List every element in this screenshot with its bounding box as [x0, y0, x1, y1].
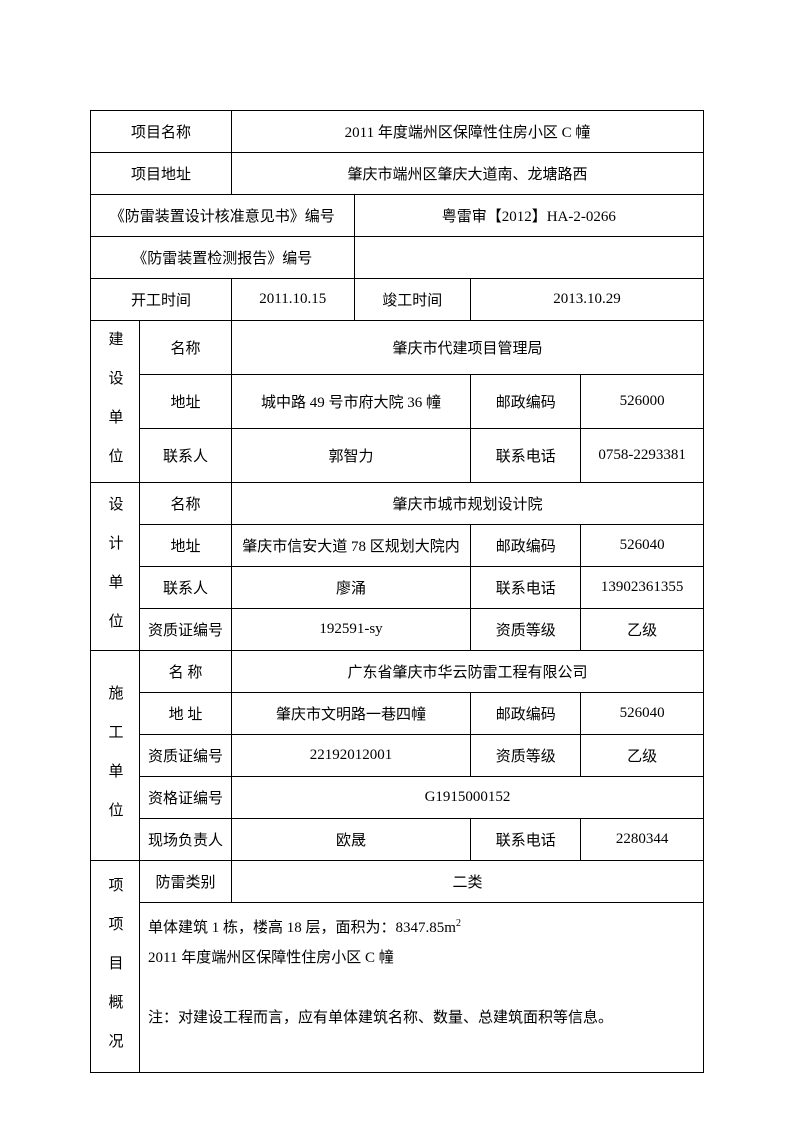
overview-content: 单体建筑 1 栋，楼高 18 层，面积为：8347.85m2 2011 年度端州… — [140, 903, 704, 1073]
table-row: 地 址 肇庆市文明路一巷四幢 邮政编码 526040 — [91, 693, 704, 735]
design-address: 肇庆市信安大道 78 区规划大院内 — [231, 525, 470, 567]
contractor-postal: 526040 — [581, 693, 704, 735]
contact-label: 联系人 — [140, 429, 232, 483]
contractor-license: G1915000152 — [231, 777, 703, 819]
construction-address: 城中路 49 号市府大院 36 幢 — [231, 375, 470, 429]
start-date: 2011.10.15 — [231, 279, 354, 321]
design-approval-label: 《防雷装置设计核准意见书》编号 — [91, 195, 355, 237]
table-row: 单体建筑 1 栋，楼高 18 层，面积为：8347.85m2 2011 年度端州… — [91, 903, 704, 1073]
construction-unit-label: 建 设 单 位 — [91, 321, 140, 483]
table-row: 资质证编号 22192012001 资质等级 乙级 — [91, 735, 704, 777]
table-row: 联系人 廖涌 联系电话 13902361355 — [91, 567, 704, 609]
name-label: 名称 — [140, 483, 232, 525]
construction-contact: 郭智力 — [231, 429, 470, 483]
postal-label: 邮政编码 — [471, 375, 581, 429]
contractor-name: 广东省肇庆市华云防雷工程有限公司 — [231, 651, 703, 693]
site-manager-label: 现场负责人 — [140, 819, 232, 861]
project-address: 肇庆市端州区肇庆大道南、龙塘路西 — [231, 153, 703, 195]
contractor-address: 肇庆市文明路一巷四幢 — [231, 693, 470, 735]
project-name-label: 项目名称 — [91, 111, 232, 153]
name-label: 名称 — [140, 321, 232, 375]
lightning-category-label: 防雷类别 — [140, 861, 232, 903]
design-unit-label: 设 计 单 位 — [91, 483, 140, 651]
overview-line2: 2011 年度端州区保障性住房小区 C 幢 — [148, 950, 394, 966]
design-name: 肇庆市城市规划设计院 — [231, 483, 703, 525]
start-date-label: 开工时间 — [91, 279, 232, 321]
table-row: 设 计 单 位 名称 肇庆市城市规划设计院 — [91, 483, 704, 525]
qual-level-label: 资质等级 — [471, 609, 581, 651]
table-row: 项 项 目 概 况 防雷类别 二类 — [91, 861, 704, 903]
construction-postal: 526000 — [581, 375, 704, 429]
construction-name: 肇庆市代建项目管理局 — [231, 321, 703, 375]
design-contact: 廖涌 — [231, 567, 470, 609]
table-row: 《防雷装置检测报告》编号 — [91, 237, 704, 279]
overview-label: 项 项 目 概 况 — [91, 861, 140, 1073]
qual-level-label: 资质等级 — [471, 735, 581, 777]
table-row: 开工时间 2011.10.15 竣工时间 2013.10.29 — [91, 279, 704, 321]
inspection-report-no — [354, 237, 703, 279]
overview-note: 注：对建设工程而言，应有单体建筑名称、数量、总建筑面积等信息。 — [148, 1010, 613, 1026]
table-row: 建 设 单 位 名称 肇庆市代建项目管理局 — [91, 321, 704, 375]
address-label: 地 址 — [140, 693, 232, 735]
project-address-label: 项目地址 — [91, 153, 232, 195]
project-name: 2011 年度端州区保障性住房小区 C 幢 — [231, 111, 703, 153]
design-qual-level: 乙级 — [581, 609, 704, 651]
design-postal: 526040 — [581, 525, 704, 567]
postal-label: 邮政编码 — [471, 525, 581, 567]
contact-label: 联系人 — [140, 567, 232, 609]
phone-label: 联系电话 — [471, 429, 581, 483]
design-qual-cert: 192591-sy — [231, 609, 470, 651]
contractor-site-manager: 欧晟 — [231, 819, 470, 861]
table-row: 项目名称 2011 年度端州区保障性住房小区 C 幢 — [91, 111, 704, 153]
table-row: 资格证编号 G1915000152 — [91, 777, 704, 819]
lightning-category: 二类 — [231, 861, 703, 903]
inspection-report-label: 《防雷装置检测报告》编号 — [91, 237, 355, 279]
table-row: 施 工 单 位 名 称 广东省肇庆市华云防雷工程有限公司 — [91, 651, 704, 693]
table-row: 《防雷装置设计核准意见书》编号 粤雷审【2012】HA-2-0266 — [91, 195, 704, 237]
table-row: 资质证编号 192591-sy 资质等级 乙级 — [91, 609, 704, 651]
license-label: 资格证编号 — [140, 777, 232, 819]
contractor-qual-cert: 22192012001 — [231, 735, 470, 777]
table-row: 联系人 郭智力 联系电话 0758-2293381 — [91, 429, 704, 483]
address-label: 地址 — [140, 375, 232, 429]
project-info-table: 项目名称 2011 年度端州区保障性住房小区 C 幢 项目地址 肇庆市端州区肇庆… — [90, 110, 704, 1073]
phone-label: 联系电话 — [471, 819, 581, 861]
address-label: 地址 — [140, 525, 232, 567]
end-date: 2013.10.29 — [471, 279, 704, 321]
phone-label: 联系电话 — [471, 567, 581, 609]
design-approval-no: 粤雷审【2012】HA-2-0266 — [354, 195, 703, 237]
name-label: 名 称 — [140, 651, 232, 693]
end-date-label: 竣工时间 — [354, 279, 470, 321]
table-row: 地址 肇庆市信安大道 78 区规划大院内 邮政编码 526040 — [91, 525, 704, 567]
qual-cert-label: 资质证编号 — [140, 609, 232, 651]
contractor-unit-label: 施 工 单 位 — [91, 651, 140, 861]
table-row: 现场负责人 欧晟 联系电话 2280344 — [91, 819, 704, 861]
table-row: 项目地址 肇庆市端州区肇庆大道南、龙塘路西 — [91, 153, 704, 195]
postal-label: 邮政编码 — [471, 693, 581, 735]
overview-line1: 单体建筑 1 栋，楼高 18 层，面积为：8347.85m — [148, 920, 456, 936]
contractor-phone: 2280344 — [581, 819, 704, 861]
table-row: 地址 城中路 49 号市府大院 36 幢 邮政编码 526000 — [91, 375, 704, 429]
contractor-qual-level: 乙级 — [581, 735, 704, 777]
construction-phone: 0758-2293381 — [581, 429, 704, 483]
design-phone: 13902361355 — [581, 567, 704, 609]
qual-cert-label: 资质证编号 — [140, 735, 232, 777]
